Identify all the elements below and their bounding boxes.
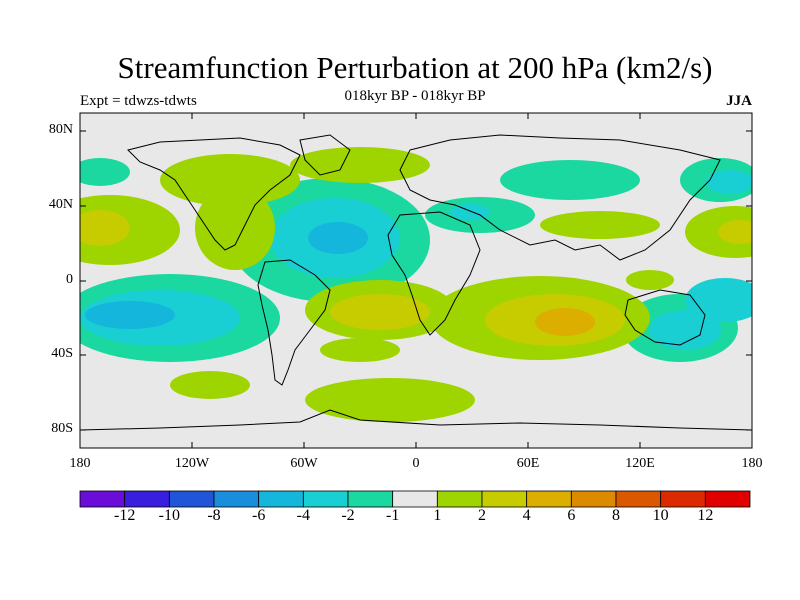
- lat-label: 0: [66, 272, 73, 287]
- colorbar-swatch: [570, 490, 617, 508]
- chart-subtitle: 018kyr BP - 018kyr BP: [344, 88, 486, 104]
- contour-region: [80, 210, 130, 246]
- colorbar-swatch: [392, 490, 438, 508]
- colorbar-swatch: [213, 490, 260, 508]
- colorbar-swatch: [526, 490, 572, 508]
- contour-region: [626, 270, 674, 290]
- coastline-south-america: [257, 259, 331, 386]
- colorbar-label: 2: [478, 507, 486, 524]
- lat-label: 40S: [51, 346, 73, 361]
- coastline-eurasia: [399, 134, 721, 261]
- lon-label: 180: [69, 456, 91, 471]
- coastline-north-america: [127, 137, 301, 251]
- coastline-africa: [387, 211, 481, 336]
- coastline-australia: [624, 289, 706, 346]
- lat-label: 80N: [48, 122, 73, 137]
- colorbar-label: -8: [207, 507, 221, 524]
- contour-region: [320, 338, 400, 362]
- colorbar-label: 10: [652, 507, 669, 524]
- latitude-ticks: [80, 130, 752, 431]
- colorbar-swatch: [347, 490, 394, 508]
- colorbar-label: -4: [296, 507, 310, 524]
- contour-region: [450, 204, 490, 220]
- colorbar-swatch: [704, 490, 751, 508]
- experiment-label: Expt = tdwzs-tdwts: [80, 93, 197, 109]
- contour-region: [85, 301, 175, 329]
- contour-region: [305, 378, 475, 422]
- colorbar-label: -12: [113, 507, 136, 524]
- colorbar-swatch: [436, 490, 483, 508]
- coastline-greenland: [299, 134, 351, 176]
- coastlines: [80, 134, 752, 431]
- lon-label: 60E: [516, 456, 540, 471]
- contour-region: [718, 220, 752, 244]
- lon-label: 120E: [625, 456, 655, 471]
- colorbar-swatch: [481, 490, 528, 508]
- colorbar-swatch: [168, 490, 215, 508]
- lon-label: 0: [412, 456, 420, 471]
- colorbar-label: -1: [385, 507, 400, 524]
- colorbar-swatch: [302, 490, 349, 508]
- contour-region: [308, 222, 368, 254]
- contour-region: [80, 158, 130, 186]
- colorbar-swatch: [660, 490, 706, 508]
- colorbar-swatch: [79, 490, 126, 508]
- colorbar-label: 8: [612, 507, 620, 524]
- contour-region: [330, 294, 430, 330]
- contour-region: [195, 186, 275, 270]
- contour-fields: [80, 147, 752, 422]
- lon-label: 120W: [174, 456, 210, 471]
- colorbar-label: -2: [341, 507, 355, 524]
- longitude-ticks: [79, 113, 753, 448]
- colorbar-label: 12: [697, 507, 714, 524]
- colorbar-label: 6: [567, 507, 576, 524]
- contour-region: [500, 160, 640, 200]
- coastline-antarctica: [80, 409, 752, 431]
- colorbar-label: 4: [522, 507, 531, 524]
- contour-region: [706, 170, 752, 194]
- contour-region: [535, 308, 595, 336]
- colorbar-label: -10: [158, 507, 180, 524]
- contour-region: [649, 310, 721, 350]
- chart-title: Streamfunction Perturbation at 200 hPa (…: [117, 50, 713, 85]
- lat-label: 40N: [48, 197, 73, 212]
- colorbar-label: -6: [251, 507, 266, 524]
- lon-label: 60W: [290, 456, 318, 471]
- colorbar-swatch: [124, 490, 170, 508]
- contour-region: [160, 154, 300, 206]
- contour-region: [685, 278, 752, 322]
- lon-label: 180: [741, 456, 763, 471]
- contour-region: [540, 211, 660, 239]
- lat-label: 80S: [51, 421, 73, 436]
- colorbar-swatch: [258, 490, 304, 508]
- colorbar-label: 1: [433, 507, 442, 524]
- colorbar: [79, 490, 751, 508]
- season-label: JJA: [726, 93, 752, 109]
- colorbar-swatch: [615, 490, 662, 508]
- contour-region: [170, 371, 250, 399]
